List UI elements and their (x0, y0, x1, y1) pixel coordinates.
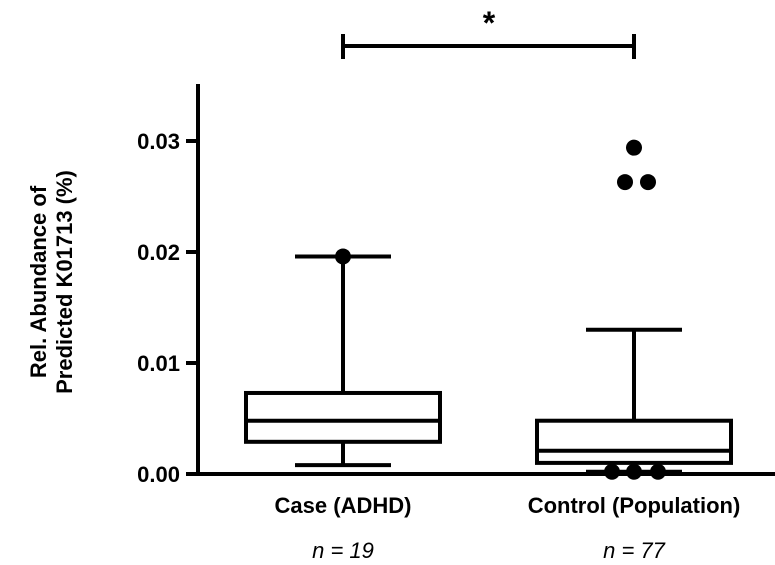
y-axis-title-line-1: Rel. Abundance of (26, 185, 51, 378)
category-label-control: Control (Population) (528, 493, 741, 518)
outlier-point (617, 174, 633, 191)
iqr-box (535, 418, 733, 465)
y-tick-label: 0.03 (137, 129, 180, 154)
box-group-control (535, 139, 733, 480)
category-label-case: Case (ADHD) (275, 493, 412, 518)
significance-label: * (483, 5, 496, 41)
outlier-point (626, 139, 642, 156)
significance-bracket: * (341, 5, 636, 59)
outlier-point (626, 463, 642, 480)
outlier-point (650, 463, 666, 480)
sample-size-control: n = 77 (603, 538, 666, 563)
sample-size-case: n = 19 (312, 538, 374, 563)
boxes (244, 139, 733, 480)
iqr-box (244, 390, 442, 444)
y-tick-label: 0.02 (137, 240, 180, 265)
y-ticks: 0.00 0.01 0.02 0.03 (137, 129, 198, 487)
box-group-case (244, 248, 442, 468)
y-tick-label: 0.00 (137, 462, 180, 487)
outlier-point (604, 463, 620, 480)
outlier-point (335, 248, 351, 265)
y-tick-label: 0.01 (137, 351, 180, 376)
outlier-point (640, 174, 656, 191)
y-axis-title-line-2: Predicted K01713 (%) (52, 170, 77, 394)
